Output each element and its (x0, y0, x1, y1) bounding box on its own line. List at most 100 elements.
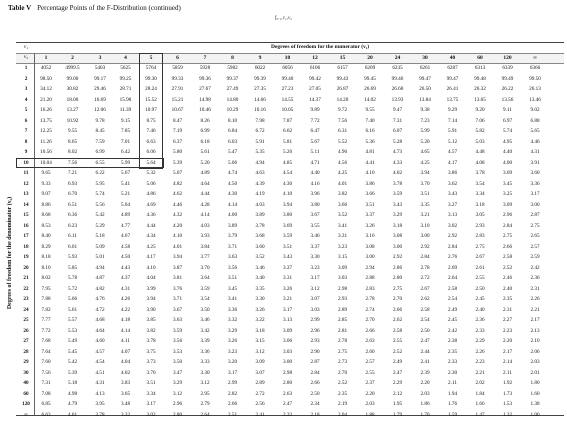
table-cell: 5.67 (310, 138, 320, 145)
column-header-30: 30 (422, 55, 428, 61)
table-cell: 7.31 (41, 380, 51, 386)
table-cell: 14.66 (254, 96, 266, 103)
table-cell: 3.99 (146, 285, 156, 292)
table-cell: 5.99 (420, 128, 430, 134)
table-cell: 4.17 (146, 254, 156, 260)
table-cell: 99.00 (66, 75, 79, 82)
table-cell: 3.59 (172, 327, 183, 334)
table-row: 60 7.08 4.98 4.13 3.65 3.34 3.12 2.95 2.82 2.72 2.… (16, 390, 564, 399)
table-cell: 3.52 (255, 254, 265, 260)
table-cell: 6056 (282, 65, 293, 71)
table-cell: 4.96 (337, 149, 348, 155)
table-cell: 2.98 (282, 369, 293, 376)
table-cell: 4.71 (310, 159, 320, 166)
table-cell: 4.00 (502, 159, 513, 166)
table-cell: 2.89 (337, 306, 348, 313)
table-cell: 2.80 (172, 411, 183, 418)
table-cell: 3.64 (200, 275, 210, 281)
table-cell: 4.10 (146, 264, 156, 271)
table-cell: 3.60 (255, 243, 265, 250)
row-label: 24 (23, 306, 29, 313)
table-cell: 4.89 (200, 170, 210, 176)
table-cell: 3.80 (282, 212, 293, 218)
table-cell: 3.18 (475, 201, 485, 208)
table-cell: 2.45 (447, 317, 458, 323)
table-cell: 9.55 (67, 128, 78, 134)
table-cell: 3.76 (172, 285, 183, 292)
table-row: 18 8.29 6.01 5.09 4.58 4.25 4.01 3.84 3.71 3.60 3.… (16, 243, 564, 252)
table-cell: 2.54 (447, 296, 458, 302)
table-cell: 4.25 (420, 159, 430, 166)
table-cell: 3.46 (255, 264, 265, 271)
table-cell: 7.06 (475, 117, 485, 124)
table-cell: 2.64 (200, 411, 210, 418)
table-cell: 1.32 (502, 411, 513, 418)
numerator-caption: Degrees of freedom for the numerator (ν₁… (270, 44, 370, 50)
table-cell: 2.45 (475, 296, 485, 302)
table-cell: 10.05 (281, 107, 294, 113)
table-cell: 3.82 (337, 191, 348, 197)
table-row: 3 34.12 30.82 29.46 28.71 28.24 27.91 27.67 27.4… (16, 85, 564, 94)
table-cell: 3.47 (172, 369, 183, 376)
table-cell: 5.65 (530, 128, 540, 134)
table-cell: 3.09 (282, 327, 293, 334)
table-cell: 5.07 (172, 170, 183, 176)
table-cell: 6.51 (67, 201, 78, 208)
table-cell: 5.78 (67, 275, 78, 281)
table-cell: 2.96 (172, 401, 183, 407)
table-cell: 8.65 (67, 138, 78, 145)
table-cell: 7.77 (41, 317, 51, 323)
row-label: 3 (24, 86, 28, 92)
table-cell: 99.47 (419, 75, 431, 82)
table-cell: 2.11 (503, 369, 512, 376)
table-cell: 9.65 (41, 170, 51, 176)
table-cell: 3.90 (146, 306, 156, 313)
table-cell: 8.53 (41, 222, 51, 229)
table-cell: 98.50 (40, 75, 52, 82)
table-cell: 1.94 (447, 390, 458, 397)
table-cell: 6.84 (227, 128, 238, 134)
table-cell: 2.62 (392, 317, 403, 323)
table-cell: 2.58 (392, 327, 403, 334)
table-cell: 2.90 (310, 348, 320, 355)
table-cell: 6.70 (67, 191, 78, 197)
table-cell: 6.93 (67, 180, 78, 187)
table-cell: 2.98 (337, 285, 348, 292)
table-cell: 2.46 (502, 275, 513, 281)
table-cell: 7.46 (146, 128, 156, 134)
table-cell: 2.40 (475, 306, 485, 313)
table-cell: 5.91 (447, 128, 458, 134)
table-cell: 3.77 (200, 254, 210, 260)
table-cell: 4.01 (337, 180, 348, 187)
table-cell: 3.70 (200, 264, 210, 271)
table-cell: 2.56 (255, 401, 265, 407)
table-cell: 4.04 (120, 359, 131, 365)
table-cell: 2.61 (475, 264, 485, 271)
table-cell: 13.27 (66, 107, 79, 113)
table-cell: 2.70 (392, 296, 403, 302)
table-cell: 3.78 (255, 222, 265, 229)
table-cell: 3.17 (310, 275, 320, 281)
table-cell: 6.85 (41, 401, 51, 407)
table-cell: 4.11 (121, 338, 130, 344)
table-cell: 2.55 (392, 338, 403, 344)
table-cell: 3.00 (392, 243, 403, 250)
table-cell: 3.70 (420, 180, 430, 187)
table-cell: 2.03 (530, 359, 540, 365)
table-cell: 4.39 (255, 180, 265, 187)
table-cell: 2.26 (475, 348, 485, 355)
label-column-divider (34, 53, 35, 415)
table-cell: 6.06 (146, 149, 156, 155)
row-label: 12 (23, 180, 29, 187)
table-cell: 2.89 (255, 380, 265, 386)
table-row: 23 7.88 5.66 4.76 4.26 3.94 3.71 3.54 3.41 3.30 3.… (16, 295, 564, 304)
table-cell: 4.04 (146, 275, 156, 281)
table-cell: 4.19 (255, 191, 265, 197)
table-cell: 3.09 (502, 201, 513, 208)
table-cell: 11.39 (119, 107, 132, 113)
table-cell: 5.39 (67, 369, 78, 376)
table-row: 25 7.77 5.57 4.68 4.18 3.85 3.63 3.46 3.32 3.22 3.… (16, 316, 564, 325)
table-cell: 8.29 (41, 243, 51, 250)
table-cell: 7.85 (120, 128, 131, 134)
